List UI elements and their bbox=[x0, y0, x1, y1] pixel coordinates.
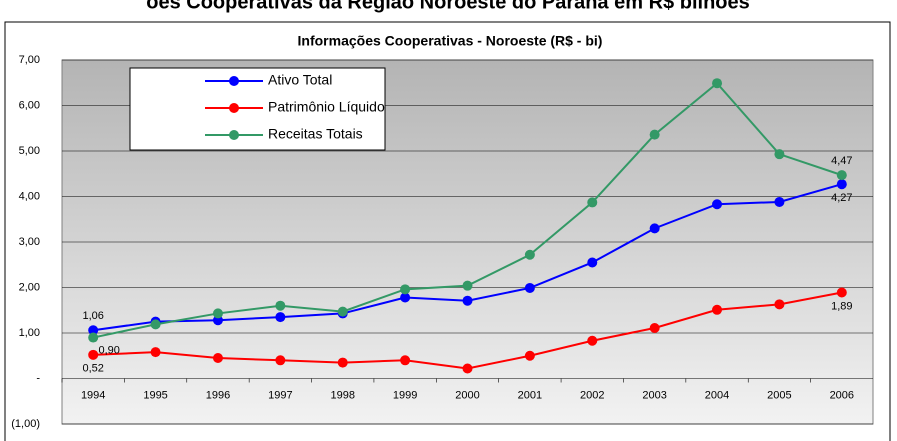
y-tick-label: 5,00 bbox=[19, 145, 40, 157]
data-point bbox=[337, 357, 348, 368]
data-point bbox=[88, 332, 99, 343]
data-point bbox=[88, 349, 99, 360]
data-point bbox=[587, 335, 598, 346]
x-tick-label: 2000 bbox=[455, 389, 479, 401]
legend-label: Ativo Total bbox=[268, 72, 332, 88]
data-point bbox=[275, 300, 286, 311]
value-label: 1,06 bbox=[82, 310, 103, 322]
legend-label: Receitas Totais bbox=[268, 126, 363, 142]
data-point bbox=[712, 78, 723, 89]
y-tick-label: 6,00 bbox=[19, 99, 40, 111]
y-tick-label: 1,00 bbox=[19, 327, 40, 339]
data-point bbox=[774, 196, 785, 207]
legend-marker bbox=[229, 103, 239, 113]
data-point bbox=[150, 347, 161, 358]
data-point bbox=[212, 353, 223, 364]
chart-title: Informações Cooperativas - Noroeste (R$ … bbox=[298, 33, 603, 49]
data-point bbox=[462, 280, 473, 291]
x-tick-label: 1995 bbox=[143, 389, 167, 401]
x-tick-label: 1998 bbox=[330, 389, 354, 401]
data-point bbox=[587, 197, 598, 208]
x-tick-label: 1997 bbox=[268, 389, 292, 401]
y-tick-label: 7,00 bbox=[19, 54, 40, 66]
y-tick-label: 2,00 bbox=[19, 281, 40, 293]
y-tick-label: 4,00 bbox=[19, 190, 40, 202]
data-point bbox=[88, 325, 99, 336]
page-heading: ões Cooperativas da Região Noroeste do P… bbox=[146, 0, 750, 13]
x-tick-label: 2001 bbox=[518, 389, 542, 401]
data-point bbox=[712, 199, 723, 210]
data-point bbox=[275, 312, 286, 323]
x-tick-label: 2005 bbox=[767, 389, 791, 401]
y-tick-label: 3,00 bbox=[19, 236, 40, 248]
data-point bbox=[587, 257, 598, 268]
legend-label: Patrimônio Líquido bbox=[268, 99, 385, 115]
value-label: 0,90 bbox=[98, 344, 119, 356]
data-point bbox=[836, 287, 847, 298]
data-point bbox=[524, 249, 535, 260]
data-point bbox=[836, 170, 847, 181]
data-point bbox=[400, 355, 411, 366]
value-label: 1,89 bbox=[831, 300, 852, 312]
y-tick-label: (1,00) bbox=[11, 418, 40, 430]
data-point bbox=[774, 299, 785, 310]
x-tick-label: 1999 bbox=[393, 389, 417, 401]
data-point bbox=[275, 355, 286, 366]
data-point bbox=[462, 363, 473, 374]
x-tick-label: 1996 bbox=[206, 389, 230, 401]
data-point bbox=[774, 149, 785, 160]
x-tick-label: 2004 bbox=[705, 389, 729, 401]
legend-marker bbox=[229, 76, 239, 86]
data-point bbox=[150, 319, 161, 330]
value-label: 0,52 bbox=[82, 363, 103, 375]
data-point bbox=[836, 179, 847, 190]
data-point bbox=[337, 306, 348, 317]
data-point bbox=[649, 223, 660, 234]
data-point bbox=[524, 282, 535, 293]
data-point bbox=[712, 304, 723, 315]
legend-marker bbox=[229, 130, 239, 140]
x-tick-label: 2002 bbox=[580, 389, 604, 401]
data-point bbox=[400, 284, 411, 295]
x-tick-label: 1994 bbox=[81, 389, 105, 401]
data-point bbox=[524, 350, 535, 361]
x-tick-label: 2006 bbox=[830, 389, 854, 401]
data-point bbox=[649, 129, 660, 140]
data-point bbox=[462, 295, 473, 306]
value-label: 4,47 bbox=[831, 155, 852, 167]
x-tick-label: 2003 bbox=[642, 389, 666, 401]
data-point bbox=[212, 308, 223, 319]
data-point bbox=[400, 292, 411, 303]
y-tick-label: - bbox=[36, 372, 40, 384]
data-point bbox=[649, 322, 660, 333]
value-label: 4,27 bbox=[831, 192, 852, 204]
